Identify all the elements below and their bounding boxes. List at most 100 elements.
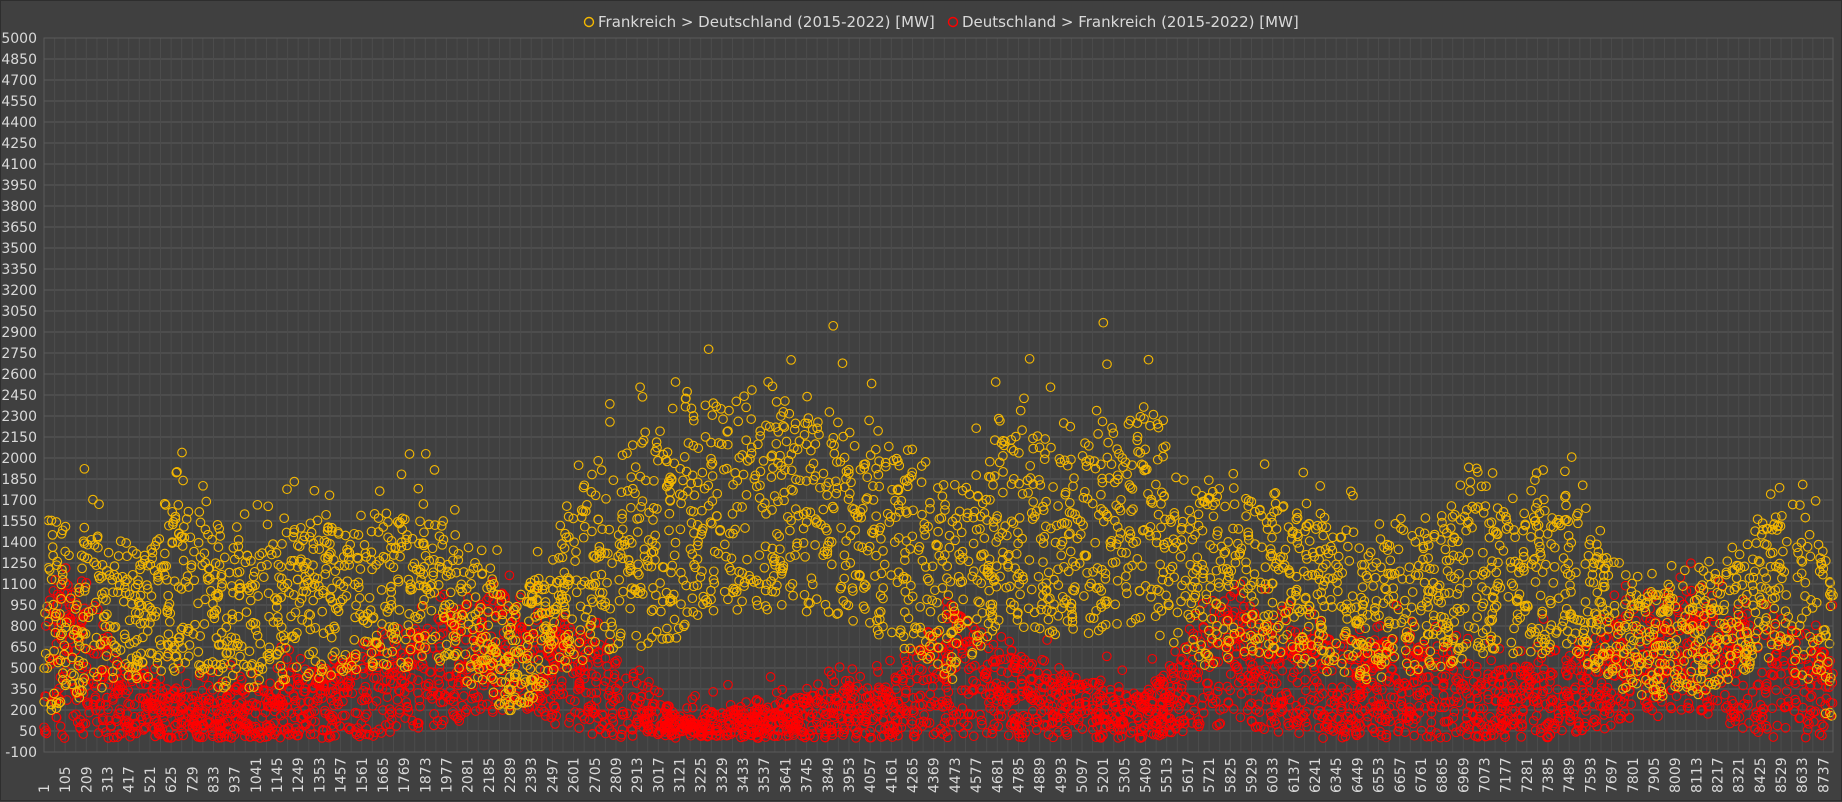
point-frankreich-deutschland [1029, 498, 1038, 507]
point-frankreich-deutschland [1066, 422, 1075, 431]
point-frankreich-deutschland [1488, 469, 1497, 478]
point-frankreich-deutschland [1159, 444, 1168, 453]
point-frankreich-deutschland [872, 512, 881, 521]
point-frankreich-deutschland [775, 532, 784, 541]
point-frankreich-deutschland [680, 453, 689, 462]
point-deutschland-frankreich [976, 710, 985, 719]
point-deutschland-frankreich [1464, 634, 1473, 643]
point-deutschland-frankreich [1301, 676, 1310, 685]
point-frankreich-deutschland [824, 608, 833, 617]
point-deutschland-frankreich [104, 734, 113, 743]
point-frankreich-deutschland [52, 518, 61, 527]
point-frankreich-deutschland [741, 524, 750, 533]
point-deutschland-frankreich [565, 719, 574, 728]
point-frankreich-deutschland [738, 503, 747, 512]
point-frankreich-deutschland [1743, 540, 1752, 549]
point-deutschland-frankreich [970, 732, 979, 741]
point-deutschland-frankreich [1005, 637, 1014, 646]
point-deutschland-frankreich [183, 679, 192, 688]
point-deutschland-frankreich [1584, 677, 1593, 686]
point-deutschland-frankreich [997, 633, 1006, 642]
point-frankreich-deutschland [1584, 551, 1593, 560]
point-frankreich-deutschland [772, 398, 781, 407]
point-deutschland-frankreich [1539, 679, 1548, 688]
point-frankreich-deutschland [351, 613, 360, 622]
point-frankreich-deutschland [377, 586, 386, 595]
point-deutschland-frankreich [1531, 726, 1540, 735]
point-deutschland-frankreich [959, 729, 968, 738]
point-deutschland-frankreich [1463, 669, 1472, 678]
point-frankreich-deutschland [656, 427, 665, 436]
point-deutschland-frankreich [266, 679, 275, 688]
point-deutschland-frankreich [603, 662, 612, 671]
point-deutschland-frankreich [385, 710, 394, 719]
point-frankreich-deutschland [1084, 629, 1093, 638]
point-deutschland-frankreich [1818, 731, 1827, 740]
point-deutschland-frankreich [1566, 698, 1575, 707]
point-deutschland-frankreich [926, 690, 935, 699]
point-frankreich-deutschland [1408, 588, 1417, 597]
point-deutschland-frankreich [393, 696, 402, 705]
point-frankreich-deutschland [1397, 514, 1406, 523]
point-frankreich-deutschland [867, 379, 876, 388]
point-deutschland-frankreich [1529, 716, 1538, 725]
point-frankreich-deutschland [786, 526, 795, 535]
point-deutschland-frankreich [1410, 731, 1419, 740]
point-deutschland-frankreich [505, 571, 514, 580]
point-frankreich-deutschland [1295, 544, 1304, 553]
point-deutschland-frankreich [1237, 690, 1246, 699]
point-frankreich-deutschland [194, 538, 203, 547]
point-deutschland-frankreich [1782, 687, 1791, 696]
point-deutschland-frankreich [886, 656, 895, 665]
point-frankreich-deutschland [1549, 579, 1558, 588]
point-deutschland-frankreich [1758, 668, 1767, 677]
point-deutschland-frankreich [1337, 683, 1346, 692]
point-deutschland-frankreich [1818, 720, 1827, 729]
point-deutschland-frankreich [1487, 656, 1496, 665]
point-deutschland-frankreich [363, 710, 372, 719]
point-frankreich-deutschland [1567, 453, 1576, 462]
point-deutschland-frankreich [1743, 610, 1752, 619]
point-frankreich-deutschland [959, 595, 968, 604]
point-frankreich-deutschland [242, 608, 251, 617]
point-frankreich-deutschland [1464, 548, 1473, 557]
point-frankreich-deutschland [872, 445, 881, 454]
point-frankreich-deutschland [1103, 360, 1112, 369]
point-frankreich-deutschland [851, 526, 860, 535]
point-frankreich-deutschland [773, 581, 782, 590]
point-frankreich-deutschland [1369, 582, 1378, 591]
point-frankreich-deutschland [1185, 525, 1194, 534]
point-deutschland-frankreich [430, 710, 439, 719]
point-deutschland-frankreich [1288, 673, 1297, 682]
point-deutschland-frankreich [1799, 703, 1808, 712]
point-deutschland-frankreich [835, 663, 844, 672]
point-deutschland-frankreich [1295, 729, 1304, 738]
point-frankreich-deutschland [384, 533, 393, 542]
point-frankreich-deutschland [999, 488, 1008, 497]
point-frankreich-deutschland [1492, 601, 1501, 610]
point-frankreich-deutschland [1453, 590, 1462, 599]
point-frankreich-deutschland [1066, 547, 1075, 556]
point-frankreich-deutschland [1305, 537, 1314, 546]
point-frankreich-deutschland [1012, 550, 1021, 559]
point-frankreich-deutschland [222, 623, 231, 632]
point-deutschland-frankreich [724, 681, 733, 690]
point-frankreich-deutschland [1463, 578, 1472, 587]
point-frankreich-deutschland [698, 468, 707, 477]
point-deutschland-frankreich [1597, 679, 1606, 688]
point-frankreich-deutschland [850, 442, 859, 451]
point-frankreich-deutschland [310, 486, 319, 495]
point-frankreich-deutschland [670, 615, 679, 624]
point-frankreich-deutschland [846, 531, 855, 540]
point-frankreich-deutschland [1334, 587, 1343, 596]
point-frankreich-deutschland [536, 665, 545, 674]
point-deutschland-frankreich [1803, 726, 1812, 735]
point-frankreich-deutschland [1034, 572, 1043, 581]
point-deutschland-frankreich [1274, 728, 1283, 737]
point-frankreich-deutschland [1779, 547, 1788, 556]
point-deutschland-frankreich [875, 724, 884, 733]
point-frankreich-deutschland [1752, 539, 1761, 548]
point-frankreich-deutschland [859, 602, 868, 611]
point-deutschland-frankreich [1118, 666, 1127, 675]
point-frankreich-deutschland [163, 652, 172, 661]
